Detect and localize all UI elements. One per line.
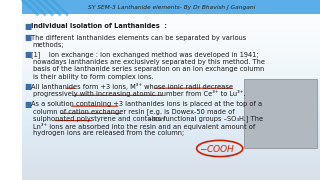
Text: sulphonated polystyrene and contains functional groups –SO₃H.] The: sulphonated polystyrene and contains fun… — [33, 115, 263, 122]
Text: column of cation exchanger resin [e.g. is Dowex-50 made of: column of cation exchanger resin [e.g. i… — [33, 108, 235, 115]
Text: All lanthanides form +3 ions, M³⁺ whose ionic radii decrease: All lanthanides form +3 ions, M³⁺ whose … — [31, 83, 233, 90]
Text: ■: ■ — [24, 22, 31, 31]
Bar — [22, 0, 320, 14]
Text: Ln³⁺ ions are absorbed into the resin and an equivalent amount of: Ln³⁺ ions are absorbed into the resin an… — [33, 123, 255, 129]
Text: is their ability to form complex ions.: is their ability to form complex ions. — [33, 73, 154, 80]
Text: $-SO_4H$: $-SO_4H$ — [148, 115, 166, 124]
Text: ■: ■ — [24, 33, 31, 42]
Text: ■: ■ — [24, 82, 31, 91]
Text: ■: ■ — [24, 50, 31, 59]
Text: SY SEM-3 Lanthanide elements- By Dr Bhavish J Gangani: SY SEM-3 Lanthanide elements- By Dr Bhav… — [88, 5, 255, 10]
Text: ■: ■ — [24, 100, 31, 109]
Text: [1]    Ion exchange : Ion exchanged method was developed in 1941;: [1] Ion exchange : Ion exchanged method … — [31, 51, 259, 58]
Text: methods;: methods; — [33, 42, 64, 48]
Text: basis of the lanthanide series separation on an ion exchange column: basis of the lanthanide series separatio… — [33, 66, 264, 72]
Text: As a solution containing +3 lanthanides ions is placed at the top of a: As a solution containing +3 lanthanides … — [31, 101, 262, 107]
Text: Individual Isolation of Lanthanides  :: Individual Isolation of Lanthanides : — [31, 23, 167, 29]
Text: progressively with increasing atomic number from Ce³⁺ to Lu³⁺.: progressively with increasing atomic num… — [33, 90, 245, 97]
Text: $-$COOH: $-$COOH — [199, 143, 236, 154]
FancyBboxPatch shape — [244, 79, 317, 148]
Text: The different lanthanides elements can be separated by various: The different lanthanides elements can b… — [31, 35, 247, 41]
Text: hydrogen ions are released from the column;: hydrogen ions are released from the colu… — [33, 130, 184, 136]
Text: nowadays lanthanides are exclusively separated by this method. The: nowadays lanthanides are exclusively sep… — [33, 59, 265, 65]
